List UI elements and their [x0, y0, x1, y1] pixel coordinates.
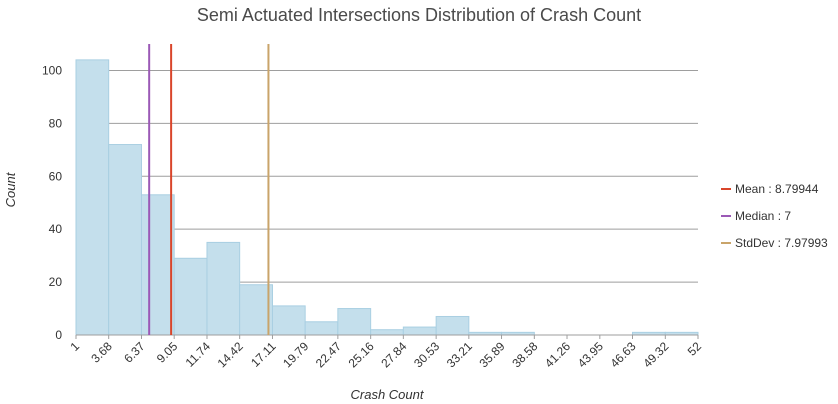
x-tick-label: 3.68: [88, 339, 115, 366]
y-tick-label: 20: [49, 275, 63, 289]
y-tick-label: 60: [49, 169, 63, 183]
chart-title: Semi Actuated Intersections Distribution…: [197, 5, 641, 25]
x-tick-label: 19.79: [280, 339, 311, 370]
histogram-bar: [173, 257, 208, 336]
x-tick-label: 22.47: [313, 339, 344, 370]
histogram-bar: [337, 308, 372, 336]
x-tick-label: 46.63: [607, 339, 638, 370]
x-axis-title: Crash Count: [351, 387, 425, 402]
histogram-bar: [75, 59, 110, 336]
legend-item-label: Median : 7: [735, 209, 791, 223]
x-tick-label: 6.37: [121, 339, 148, 366]
histogram-bar: [271, 305, 306, 336]
y-tick-label: 100: [42, 63, 62, 77]
x-tick-label: 33.21: [444, 339, 475, 370]
x-tick-label: 52: [685, 339, 705, 359]
x-tick-label: 25.16: [346, 339, 377, 370]
x-tick-label: 14.42: [215, 339, 246, 370]
legend-item-label: Mean : 8.79944: [735, 182, 819, 196]
x-tick-label: 49.32: [640, 339, 671, 370]
x-tick-label: 41.26: [542, 339, 573, 370]
histogram-bar: [108, 144, 142, 336]
y-tick-label: 40: [49, 222, 63, 236]
x-tick-label: 1: [67, 339, 82, 354]
legend-item-label: StdDev : 7.97993: [735, 236, 828, 250]
histogram-bar: [206, 241, 241, 336]
x-tick-label: 30.53: [411, 339, 442, 370]
x-tick-label: 17.11: [248, 339, 279, 370]
x-tick-label: 11.74: [183, 339, 214, 370]
histogram-bar: [402, 326, 437, 336]
y-tick-label: 80: [49, 116, 63, 130]
x-tick-label: 43.95: [575, 339, 606, 370]
histogram-bar: [304, 321, 339, 336]
y-axis-title: Count: [3, 171, 18, 207]
histogram-bar: [370, 329, 404, 336]
histogram-bar: [140, 194, 175, 336]
y-tick-label: 0: [55, 328, 62, 342]
x-tick-label: 9.05: [154, 339, 181, 366]
x-tick-label: 38.58: [509, 339, 540, 370]
histogram-bar: [435, 315, 470, 336]
x-tick-label: 27.84: [378, 339, 409, 370]
x-tick-label: 35.89: [477, 339, 508, 370]
